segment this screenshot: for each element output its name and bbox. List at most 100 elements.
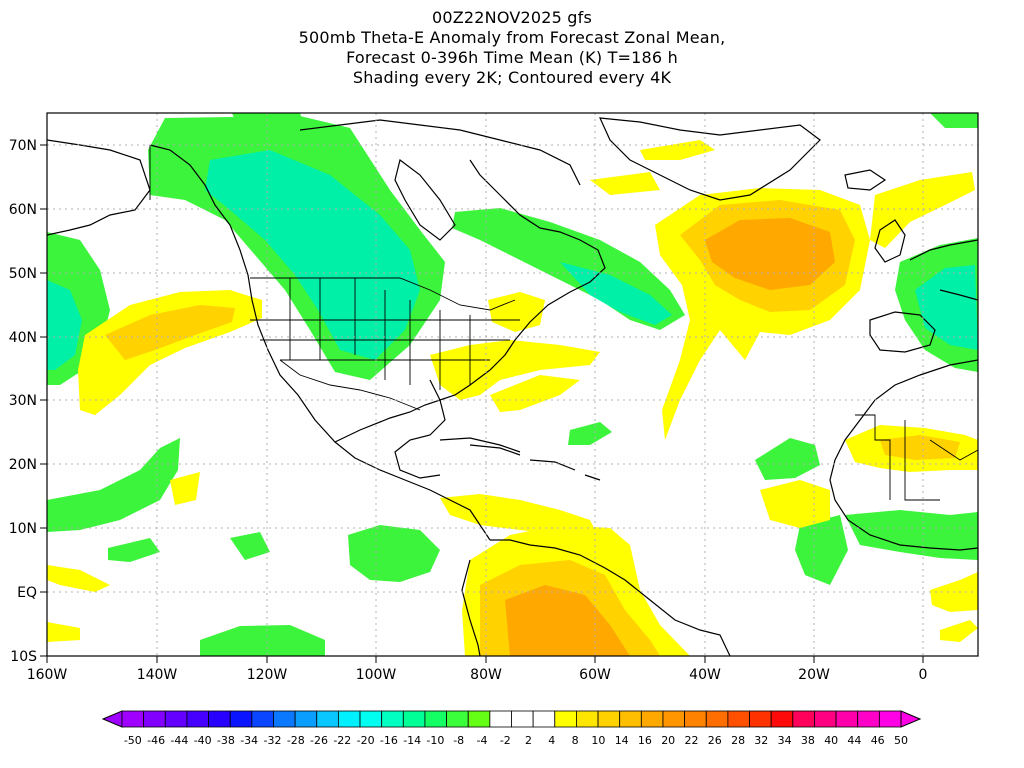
colorbar-label: 4 bbox=[548, 734, 555, 747]
shade-africa-green bbox=[845, 510, 978, 560]
colorbar-box bbox=[381, 710, 404, 728]
colorbar-label: -2 bbox=[500, 734, 511, 747]
colorbar-box bbox=[878, 710, 902, 728]
lon-tick-labels: 160W 140W 120W 100W 80W 60W 40W 20W 0 bbox=[27, 667, 928, 683]
colorbar-label: -4 bbox=[477, 734, 488, 747]
colorbar-box bbox=[770, 710, 794, 728]
shade-pacific-yellow-sw bbox=[47, 565, 110, 592]
colorbar-box bbox=[251, 710, 274, 728]
colorbar-box bbox=[294, 710, 318, 728]
colorbar-box bbox=[576, 710, 599, 728]
colorbar-box bbox=[424, 710, 447, 728]
title-date-model: 00Z22NOV2025 gfs bbox=[431, 8, 593, 27]
border-us-states-grid bbox=[250, 278, 520, 390]
shade-atlantic-green-2 bbox=[795, 515, 848, 585]
colorbar-label: 20 bbox=[661, 734, 675, 747]
shade-tropical-pacific-band bbox=[47, 438, 180, 532]
lat-label-10n: 10N bbox=[9, 521, 37, 537]
coast-cuba bbox=[439, 437, 521, 453]
coast-arctic-islands bbox=[299, 119, 581, 186]
coast-greenland bbox=[599, 117, 821, 201]
colorbar-box bbox=[705, 710, 729, 728]
colorbar-label: 38 bbox=[801, 734, 815, 747]
colorbar-label: 22 bbox=[685, 734, 699, 747]
lat-label-70n: 70N bbox=[9, 138, 37, 154]
colorbar-label: -10 bbox=[426, 734, 444, 747]
coast-gulf-mexico bbox=[334, 399, 446, 479]
coast-north-america-west bbox=[149, 144, 491, 541]
shade-west-africa-core bbox=[880, 435, 960, 460]
coast-caribbean-islands bbox=[469, 444, 601, 481]
colorbar-box bbox=[619, 710, 642, 728]
colorbar-label: 26 bbox=[708, 734, 722, 747]
colorbar-box bbox=[532, 710, 556, 728]
colorbar-under-arrow bbox=[101, 710, 123, 728]
shade-north-america-core bbox=[205, 150, 420, 360]
lon-label-120w: 120W bbox=[247, 667, 288, 683]
shade-equatorial-pacific-blob bbox=[200, 625, 325, 656]
plot-frame bbox=[46, 112, 979, 657]
colorbar-labels: -50 -46 -44 -40 -38 -34 -32 -28 -26 -22 -20 -16 -14-… bbox=[124, 734, 908, 747]
colorbar-label: -14 bbox=[403, 734, 421, 747]
colorbar-box bbox=[662, 710, 686, 728]
colorbar-box bbox=[857, 710, 880, 728]
colorbar-box bbox=[359, 710, 383, 728]
colorbar-label: 44 bbox=[847, 734, 861, 747]
lon-label-0: 0 bbox=[919, 667, 928, 683]
colorbar-box bbox=[835, 710, 859, 728]
lat-label-50n: 50N bbox=[9, 266, 37, 282]
colorbar-box bbox=[186, 710, 209, 728]
coast-africa bbox=[829, 359, 978, 551]
colorbar-label: -22 bbox=[333, 734, 351, 747]
shade-arctic-green bbox=[232, 113, 306, 140]
shade-europe-core bbox=[915, 265, 978, 350]
coastline-layer bbox=[47, 117, 978, 656]
colorbar-label: -34 bbox=[240, 734, 258, 747]
title-variable: 500mb Theta-E Anomaly from Forecast Zona… bbox=[298, 28, 726, 47]
lon-label-20w: 20W bbox=[798, 667, 830, 683]
colorbar-box bbox=[446, 710, 469, 728]
colorbar: -50 -46 -44 -40 -38 -34 -32 -28 -26 -22 -20 -16 -14-… bbox=[101, 710, 922, 747]
coast-alaska bbox=[47, 139, 151, 236]
colorbar-box bbox=[229, 710, 253, 728]
shade-pacific-yellow-small bbox=[170, 472, 200, 505]
colorbar-box bbox=[727, 710, 750, 728]
shade-west-pacific-core bbox=[47, 280, 82, 370]
colorbar-label: -8 bbox=[453, 734, 464, 747]
shade-mid-atlantic-yellow bbox=[760, 480, 830, 528]
colorbar-label: -32 bbox=[264, 734, 282, 747]
lat-label-60n: 60N bbox=[9, 202, 37, 218]
border-africa bbox=[855, 414, 978, 501]
coast-british-isles bbox=[874, 219, 906, 263]
colorbar-label: -26 bbox=[310, 734, 328, 747]
shade-pacific-green-small bbox=[108, 538, 160, 562]
colorbar-label: -16 bbox=[380, 734, 398, 747]
shade-se-us-yellow bbox=[430, 340, 600, 400]
colorbar-box bbox=[684, 710, 707, 728]
shading-layer bbox=[47, 113, 978, 656]
colorbar-box bbox=[273, 710, 296, 728]
colorbar-label: -40 bbox=[194, 734, 212, 747]
shade-atlantic-eq-yellow bbox=[940, 620, 978, 642]
shade-atlantic-ridge-core bbox=[705, 218, 835, 290]
colorbar-label: -44 bbox=[170, 734, 188, 747]
colorbar-label: -50 bbox=[124, 734, 142, 747]
lon-label-140w: 140W bbox=[137, 667, 178, 683]
coast-europe bbox=[909, 239, 978, 301]
colorbar-box bbox=[792, 710, 815, 728]
axis-ticks bbox=[40, 144, 924, 663]
shade-greenland-yellow bbox=[640, 140, 715, 160]
colorbar-label: 32 bbox=[754, 734, 768, 747]
colorbar-box bbox=[814, 710, 837, 728]
colorbar-box bbox=[121, 710, 145, 728]
coast-iberia bbox=[869, 311, 936, 353]
lat-label-30n: 30N bbox=[9, 393, 37, 409]
shade-atlantic-green-1 bbox=[755, 438, 820, 480]
shade-greenland-yellow-2 bbox=[590, 172, 660, 195]
colorbar-over-arrow bbox=[900, 710, 922, 728]
title-forecast: Forecast 0-396h Time Mean (K) T=186 h bbox=[346, 48, 678, 67]
colorbar-label: 28 bbox=[731, 734, 745, 747]
shade-ne-us-yellow bbox=[488, 292, 545, 332]
coast-iceland bbox=[844, 169, 887, 191]
shade-pacific-ridge-core bbox=[105, 305, 235, 360]
